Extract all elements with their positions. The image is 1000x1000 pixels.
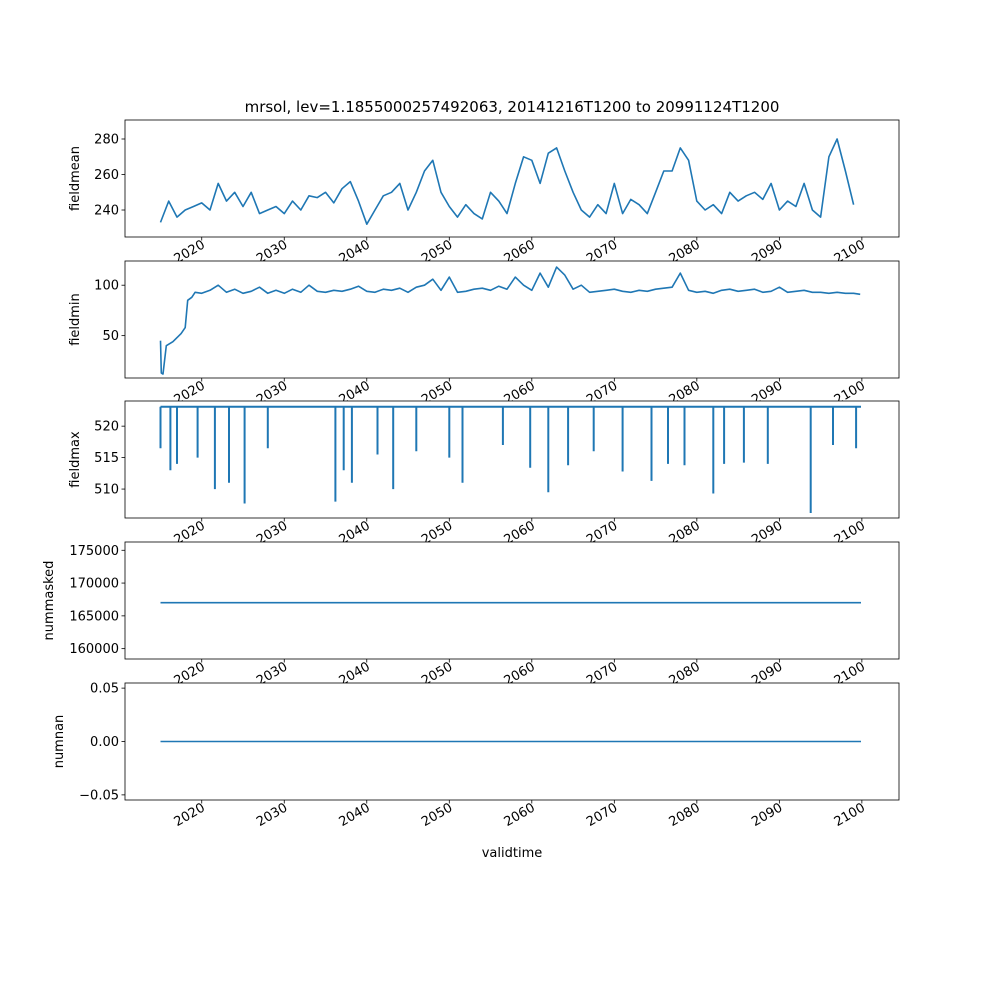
x-tick-label: 2040 xyxy=(337,800,373,830)
axes-frame xyxy=(124,119,900,238)
axes-frame xyxy=(124,400,900,519)
y-tick-label: 170000 xyxy=(69,577,119,592)
plot-area xyxy=(125,542,899,659)
y-tick-label: 50 xyxy=(102,329,119,344)
y-axis-label: fieldmean xyxy=(68,146,83,211)
x-tick-label: 2060 xyxy=(502,800,538,830)
plot-area xyxy=(125,120,899,237)
series-line-fieldmean xyxy=(159,138,855,225)
y-tick-label: 100 xyxy=(94,279,119,294)
x-tick-label: 2090 xyxy=(749,800,785,830)
y-tick-label: 0.05 xyxy=(90,682,119,697)
y-axis-label: fieldmax xyxy=(68,431,83,488)
x-tick-label: 2020 xyxy=(172,800,208,830)
x-tick-label: 2070 xyxy=(584,800,620,830)
y-tick-label: 0.00 xyxy=(90,735,119,750)
axes-frame xyxy=(124,260,900,379)
x-tick-label: 2030 xyxy=(254,800,290,830)
y-tick-label: 175000 xyxy=(69,544,119,559)
series-line-fieldmin xyxy=(159,266,861,375)
y-tick-label: 160000 xyxy=(69,642,119,657)
y-axis-label: numnan xyxy=(52,715,67,769)
y-tick-label: 280 xyxy=(94,132,119,147)
y-tick-label: 515 xyxy=(94,451,119,466)
x-tick-label: 2050 xyxy=(419,800,455,830)
y-tick-label: 165000 xyxy=(69,609,119,624)
y-axis-label: fieldmin xyxy=(68,293,83,346)
y-tick-label: 260 xyxy=(94,168,119,183)
plot-area xyxy=(125,261,899,378)
x-tick-label: 2080 xyxy=(667,800,703,830)
y-tick-label: 520 xyxy=(94,420,119,435)
series-line-fieldmax xyxy=(159,405,861,513)
y-tick-label: −0.05 xyxy=(79,788,119,803)
axes-frame xyxy=(124,541,900,660)
x-axis-label: validtime xyxy=(482,846,543,861)
chart-title: mrsol, lev=1.1855000257492063, 20141216T… xyxy=(245,98,780,116)
x-tick-label: 2100 xyxy=(832,800,868,830)
plot-area xyxy=(125,401,899,518)
y-tick-label: 510 xyxy=(94,483,119,498)
y-axis-label: nummasked xyxy=(42,561,57,641)
y-tick-label: 240 xyxy=(94,204,119,219)
panel-numnan: −0.05 0.00 0.05 numnan 2020 2030 2040 2050 2060 2… xyxy=(52,682,900,830)
